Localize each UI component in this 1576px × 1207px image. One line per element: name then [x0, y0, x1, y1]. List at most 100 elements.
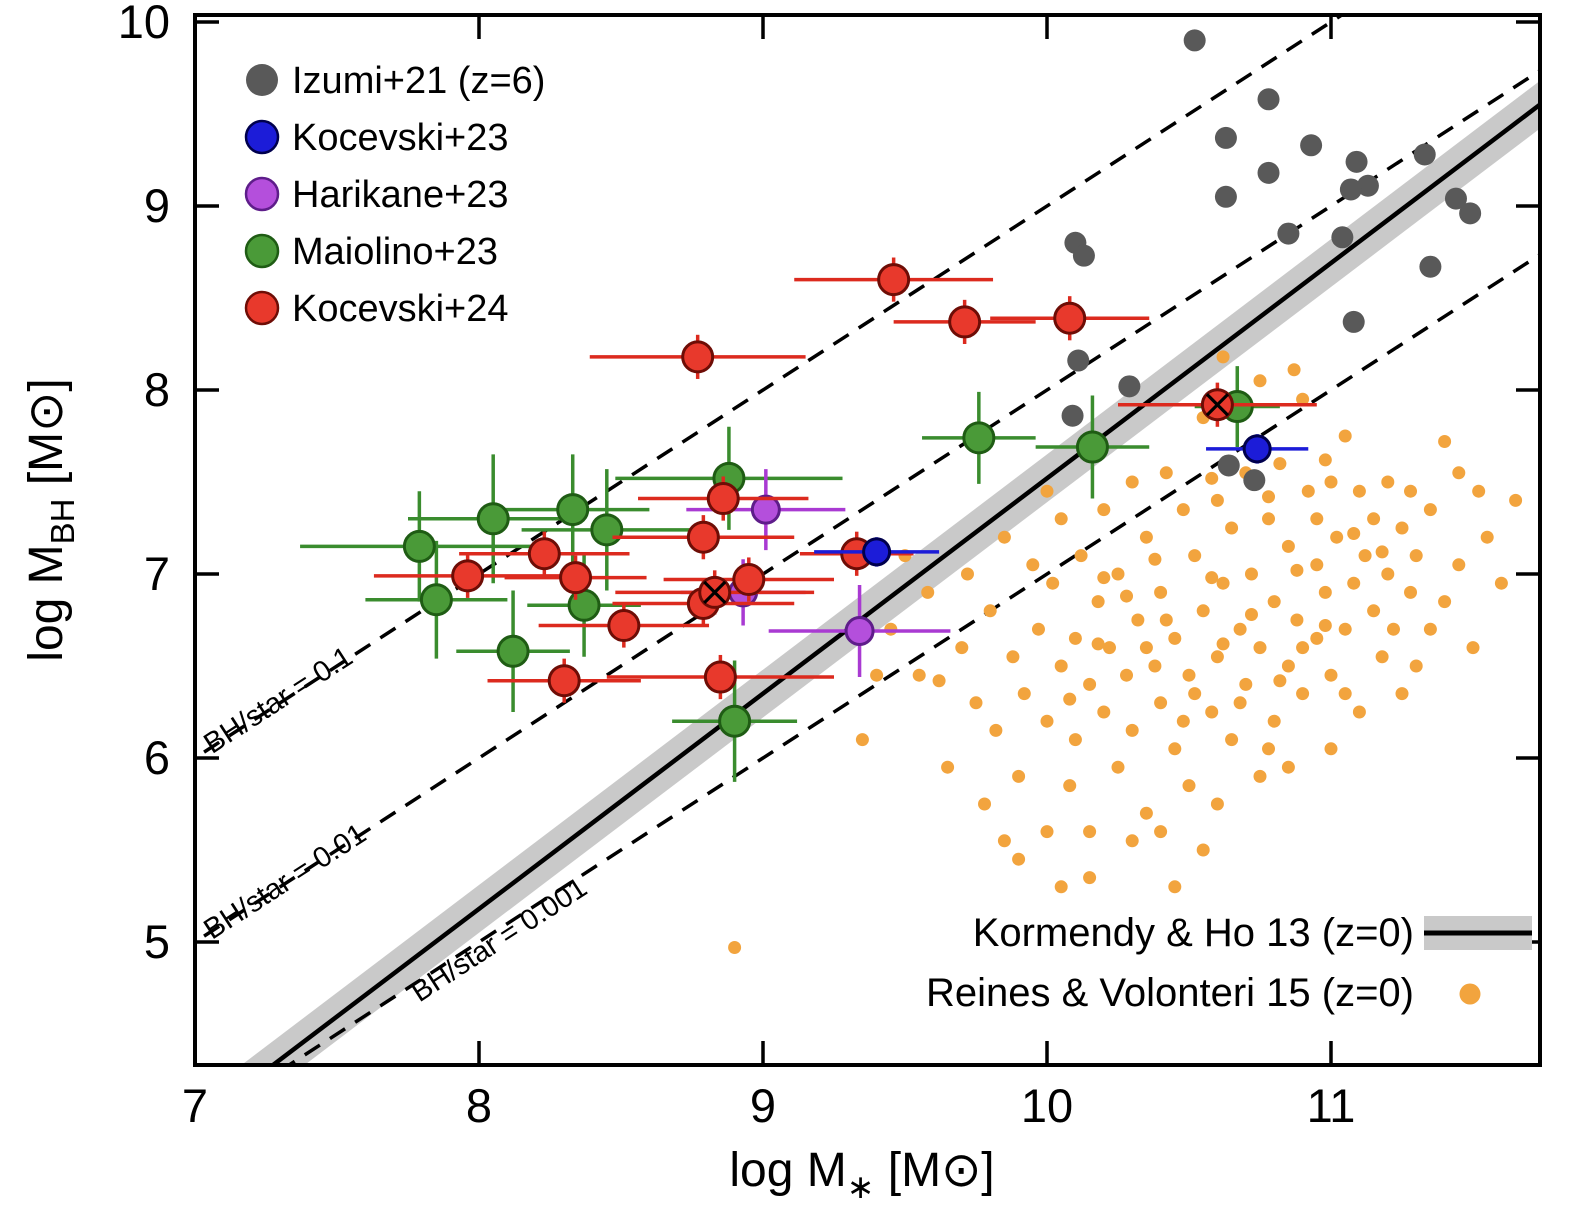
data-point-maiolino23: [567, 588, 601, 622]
legend-label-izumi21: Izumi+21 (z=6): [292, 60, 545, 102]
data-point-reines15: [1253, 641, 1267, 655]
data-point-reines15: [983, 604, 997, 618]
data-point-izumi21: [1214, 185, 1237, 208]
data-point-reines15: [1074, 549, 1088, 563]
series-reines15: [728, 350, 1523, 955]
legend-label-harikane23: Harikane+23: [292, 174, 509, 216]
data-point-reines15: [1168, 880, 1182, 894]
data-point-reines15: [1210, 797, 1224, 811]
data-point-reines15: [1281, 760, 1295, 774]
data-point-reines15: [1310, 631, 1324, 645]
data-point-izumi21: [1419, 255, 1442, 278]
y-axis-title: log MBH [M⊙]: [20, 378, 81, 661]
data-point-kocevski24: [547, 664, 581, 698]
data-point-reines15: [1233, 696, 1247, 710]
data-point-izumi21: [1118, 375, 1141, 398]
data-point-reines15: [1006, 650, 1020, 664]
data-point-reines15: [1031, 622, 1045, 636]
data-point-reines15: [1324, 668, 1338, 682]
data-point-reines15: [1318, 619, 1332, 633]
data-point-reines15: [1452, 466, 1466, 480]
data-point-reines15: [1290, 613, 1304, 627]
data-point-reines15: [1310, 512, 1324, 526]
data-point-reines15: [1210, 650, 1224, 664]
data-point-izumi21: [1342, 310, 1365, 333]
data-point-reines15: [1083, 871, 1097, 885]
data-point-izumi21: [1459, 202, 1482, 225]
data-point-reines15: [1273, 674, 1287, 688]
data-point-reines15: [1375, 650, 1389, 664]
data-point-izumi21: [1413, 143, 1436, 166]
data-point-reines15: [1423, 622, 1437, 636]
data-point-reines15: [1244, 567, 1258, 581]
data-point-reines15: [1120, 589, 1134, 603]
data-point-reines15: [1253, 769, 1267, 783]
data-point-reines15: [1324, 742, 1338, 756]
data-point-reines15: [1338, 622, 1352, 636]
data-point-reines15: [1296, 641, 1310, 655]
data-point-reines15: [1318, 453, 1332, 467]
data-point-reines15: [978, 797, 992, 811]
data-point-reines15: [1091, 637, 1105, 651]
data-point-kocevski24: [1053, 301, 1087, 335]
data-point-reines15: [932, 674, 946, 688]
data-point-reines15: [960, 567, 974, 581]
data-point-reines15: [1168, 631, 1182, 645]
data-point-reines15: [1205, 471, 1219, 485]
data-point-reines15: [941, 760, 955, 774]
data-point-reines15: [1040, 484, 1054, 498]
data-point-reines15: [1347, 527, 1361, 541]
data-point-reines15: [1225, 733, 1239, 747]
data-point-reines15: [1216, 350, 1230, 364]
legend-label-kocevski23: Kocevski+23: [292, 117, 509, 159]
data-point-reines15: [1046, 576, 1060, 590]
data-point-reines15: [1159, 466, 1173, 480]
ratio-line-label: BH/star = 0.01: [198, 818, 372, 946]
series-kocevski24: [373, 257, 1317, 703]
data-point-izumi21: [1444, 187, 1467, 210]
data-point-maiolino23: [590, 513, 624, 547]
data-point-reines15: [1244, 607, 1258, 621]
x-axis-title: log M∗ [M⊙]: [729, 1144, 994, 1202]
data-point-reines15: [1205, 571, 1219, 585]
data-point-reines15: [1267, 595, 1281, 609]
data-point-reines15: [1054, 659, 1068, 673]
series-izumi21: [1061, 29, 1482, 492]
legend-dot-sample: [1459, 983, 1481, 1005]
data-point-izumi21: [1277, 222, 1300, 245]
data-point-reines15: [1358, 549, 1372, 563]
data-point-reines15: [1338, 687, 1352, 701]
data-point-reines15: [1352, 705, 1366, 719]
data-point-reines15: [1063, 692, 1077, 706]
legend-label-kocevski24: Kocevski+24: [292, 288, 509, 330]
data-point-reines15: [1139, 806, 1153, 820]
data-point-harikane23: [844, 616, 875, 647]
data-point-maiolino23: [419, 583, 453, 617]
data-point-kocevski24: [607, 609, 641, 643]
data-point-reines15: [1188, 687, 1202, 701]
data-point-reines15: [1148, 659, 1162, 673]
y-tick-label: 9: [144, 179, 170, 232]
data-point-reines15: [1188, 549, 1202, 563]
data-point-maiolino23: [556, 493, 590, 527]
data-point-reines15: [1154, 585, 1168, 599]
x-tick-label: 10: [1021, 1079, 1073, 1132]
data-point-reines15: [1386, 622, 1400, 636]
data-point-reines15: [1083, 677, 1097, 691]
data-point-kocevski24: [877, 263, 911, 297]
data-point-reines15: [1125, 475, 1139, 489]
data-point-reines15: [1466, 641, 1480, 655]
data-point-reines15: [1102, 641, 1116, 655]
data-point-reines15: [1111, 760, 1125, 774]
data-point-harikane23: [750, 494, 781, 525]
data-point-reines15: [1012, 852, 1026, 866]
data-point-reines15: [1182, 779, 1196, 793]
data-point-reines15: [1040, 825, 1054, 839]
data-point-reines15: [1338, 429, 1352, 443]
data-point-reines15: [1054, 512, 1068, 526]
data-point-reines15: [1205, 705, 1219, 719]
data-point-reines15: [1262, 512, 1276, 526]
data-point-reines15: [1267, 714, 1281, 728]
data-point-izumi21: [1356, 174, 1379, 197]
data-point-reines15: [1423, 503, 1437, 517]
